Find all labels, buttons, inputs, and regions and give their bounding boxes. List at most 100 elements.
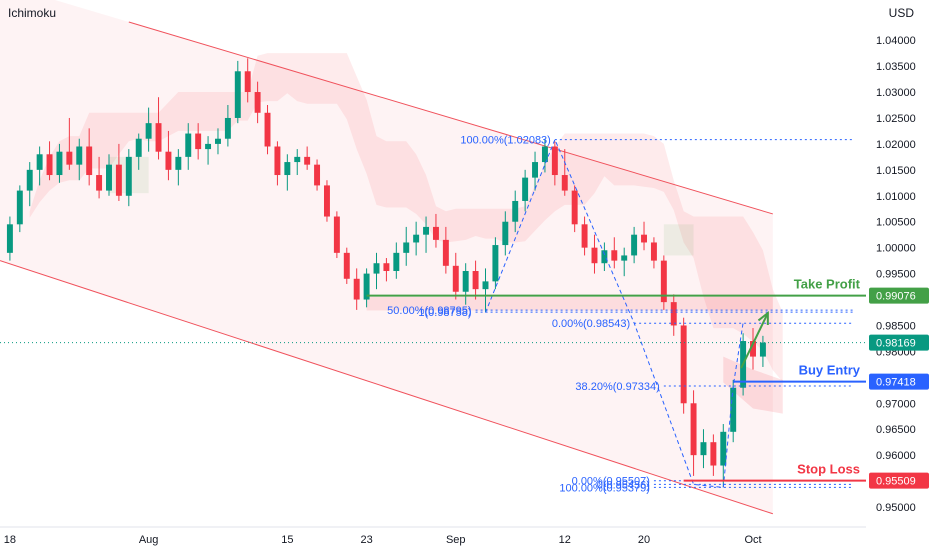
candle <box>532 151 539 191</box>
x-tick-label: Sep <box>446 534 466 546</box>
candle <box>195 123 202 160</box>
fib-label: 0(0.95436) <box>597 479 650 491</box>
candle-body <box>76 146 83 165</box>
indicator-name: Ichimoku <box>8 6 57 20</box>
candle-body <box>472 271 479 290</box>
y-tick-label: 1.04000 <box>876 35 916 47</box>
candle-body <box>205 143 212 150</box>
candle <box>462 263 469 305</box>
y-tick-label: 0.99500 <box>876 269 916 281</box>
fib-label: 50.00%(0.98795) <box>387 305 471 317</box>
candle-body <box>452 265 459 292</box>
candle-body <box>383 263 390 271</box>
candle-body <box>46 154 53 176</box>
x-tick-label: 20 <box>638 534 650 546</box>
x-tick-label: Oct <box>744 534 761 546</box>
price-tag <box>869 373 929 390</box>
candle-body <box>482 281 489 290</box>
candle-body <box>56 151 63 176</box>
candle <box>432 213 439 248</box>
y-tick-label: 0.98500 <box>876 320 916 332</box>
harmonic-pattern <box>485 138 744 488</box>
x-tick-label: Aug <box>139 534 159 546</box>
forecast-arrow-head <box>757 310 769 326</box>
candle <box>670 294 677 336</box>
candle-body <box>86 146 93 176</box>
y-tick-label: 0.95000 <box>876 502 916 514</box>
y-tick-label: 1.01500 <box>876 165 916 177</box>
candle-body <box>413 234 420 243</box>
candle <box>452 252 459 300</box>
candle <box>641 221 647 251</box>
candle-body <box>581 224 588 248</box>
candle-body <box>215 138 221 144</box>
candle <box>611 237 618 269</box>
candle-body <box>363 273 370 300</box>
candle <box>264 105 271 155</box>
candle <box>601 242 608 271</box>
price-axis: 1.04000 1.03500 1.03000 1.02500 1.02000 1.015… <box>876 35 916 514</box>
candle <box>66 117 73 170</box>
channel-fill <box>0 0 773 514</box>
forecast-arrow <box>740 310 769 369</box>
candle-body <box>264 112 271 147</box>
price-tag-label: 0.99076 <box>876 291 916 303</box>
zigzag-line <box>485 138 744 488</box>
candle <box>631 226 638 264</box>
take-profit-label: Take Profit <box>794 277 861 292</box>
candle-body <box>6 224 13 253</box>
candle-body <box>462 271 469 292</box>
candle <box>383 258 390 282</box>
stop-loss-label: Stop Loss <box>797 462 860 477</box>
candle <box>76 138 83 181</box>
price-tag <box>869 334 929 351</box>
candle <box>423 216 430 253</box>
candle <box>720 424 727 488</box>
candle <box>571 185 578 233</box>
candle <box>680 317 687 414</box>
fib-label: 100.00%(1.02083) <box>460 135 551 147</box>
candle-body <box>591 247 598 264</box>
currency-label: USD <box>888 6 914 20</box>
candle-body <box>195 133 202 150</box>
candle-body <box>423 226 430 235</box>
candle-body <box>274 146 281 176</box>
candle <box>224 105 231 147</box>
candle <box>690 390 697 476</box>
candle-body <box>16 190 23 225</box>
candle <box>621 247 628 277</box>
y-tick-label: 1.00500 <box>876 217 916 229</box>
candle-body <box>96 175 103 191</box>
forecast-arrow-shaft <box>740 312 769 369</box>
candle <box>482 268 489 313</box>
candle-body <box>571 190 578 225</box>
candle-body <box>393 252 400 271</box>
candle-body <box>175 156 182 170</box>
fibonacci-levels: 100.00%(1.02083) 50.00%(0.98795)1(0.98758… <box>387 135 853 494</box>
candle-body <box>710 442 717 466</box>
candle-body <box>234 71 241 118</box>
channel-lower-line <box>0 260 773 515</box>
fib-label: 100.00%(0.95379) <box>559 482 650 494</box>
candle <box>660 255 667 310</box>
y-tick-label: 1.03000 <box>876 87 916 99</box>
y-tick-label: 1.01000 <box>876 191 916 203</box>
candle-body <box>403 242 410 253</box>
candle <box>561 149 568 196</box>
y-tick-label: 0.97000 <box>876 398 916 410</box>
candle-body <box>224 117 231 139</box>
candle-body <box>650 242 657 261</box>
y-tick-label: 1.03500 <box>876 61 916 73</box>
candle-body <box>432 226 439 240</box>
candle-body <box>125 156 132 196</box>
candle-body <box>541 146 548 163</box>
candle <box>373 252 380 290</box>
candle <box>492 237 499 290</box>
candle <box>165 130 172 181</box>
candle-body <box>512 200 519 222</box>
price-tag <box>869 287 929 304</box>
candle <box>115 143 122 201</box>
candle-body <box>621 255 628 261</box>
